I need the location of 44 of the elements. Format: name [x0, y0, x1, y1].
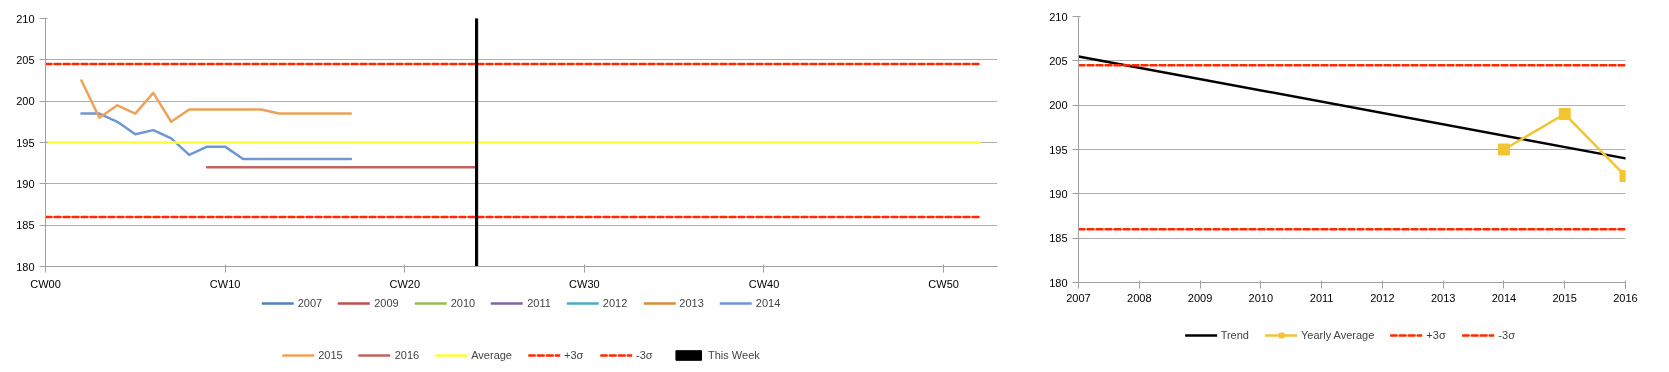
- y-tick-label: 200: [16, 95, 35, 108]
- line-series: [80, 79, 353, 124]
- legend-label: +3σ: [563, 348, 584, 362]
- y-tick-label: 180: [1049, 276, 1068, 289]
- x-tick-label: CW10: [209, 277, 241, 290]
- y-tick-label: 205: [1049, 54, 1068, 67]
- legend-label: Average: [471, 348, 512, 362]
- x-tick-label: CW50: [928, 277, 959, 290]
- legend-label: +3σ: [1426, 328, 1447, 342]
- line-series: [80, 112, 353, 161]
- x-tick-label: 2010: [1248, 291, 1274, 304]
- x-tick-label: CW20: [389, 277, 421, 290]
- x-tick-label: 2013: [1430, 291, 1456, 304]
- legend-label: -3σ: [635, 348, 654, 362]
- y-tick-label: 190: [1049, 187, 1068, 200]
- y-tick-label: 210: [16, 12, 35, 25]
- legend-label: Yearly Average: [1300, 328, 1375, 342]
- x-tick-label: CW00: [30, 277, 61, 290]
- x-tick-label: CW30: [569, 277, 600, 290]
- x-tick-label: 2009: [1187, 291, 1213, 304]
- legend-label: 2015: [318, 348, 343, 362]
- x-tick-label: 2008: [1127, 291, 1152, 304]
- x-tick-label: 2012: [1370, 291, 1395, 304]
- legend-label: This Week: [707, 348, 760, 362]
- y-tick-label: 210: [1049, 10, 1068, 23]
- legend-label: Trend: [1220, 328, 1249, 342]
- y-tick-label: 185: [1049, 232, 1068, 245]
- y-tick-label: 180: [16, 260, 35, 273]
- legend-label: -3σ: [1498, 328, 1516, 342]
- y-tick-label: 195: [16, 136, 35, 149]
- y-tick-label: 205: [16, 53, 35, 66]
- x-tick-label: 2014: [1491, 291, 1517, 304]
- x-tick-label: 2015: [1552, 291, 1577, 304]
- x-tick-label: 2016: [1613, 291, 1638, 304]
- x-tick-label: CW40: [748, 277, 780, 290]
- legend-label: 2016: [394, 348, 420, 362]
- y-tick-label: 190: [16, 177, 35, 190]
- x-tick-label: 2011: [1309, 291, 1334, 304]
- point: [1558, 108, 1571, 121]
- point: [1497, 143, 1510, 156]
- y-tick-label: 185: [16, 219, 35, 232]
- y-tick-label: 195: [1049, 143, 1068, 156]
- x-tick-label: 2007: [1066, 291, 1091, 304]
- y-tick-label: 200: [1049, 99, 1068, 112]
